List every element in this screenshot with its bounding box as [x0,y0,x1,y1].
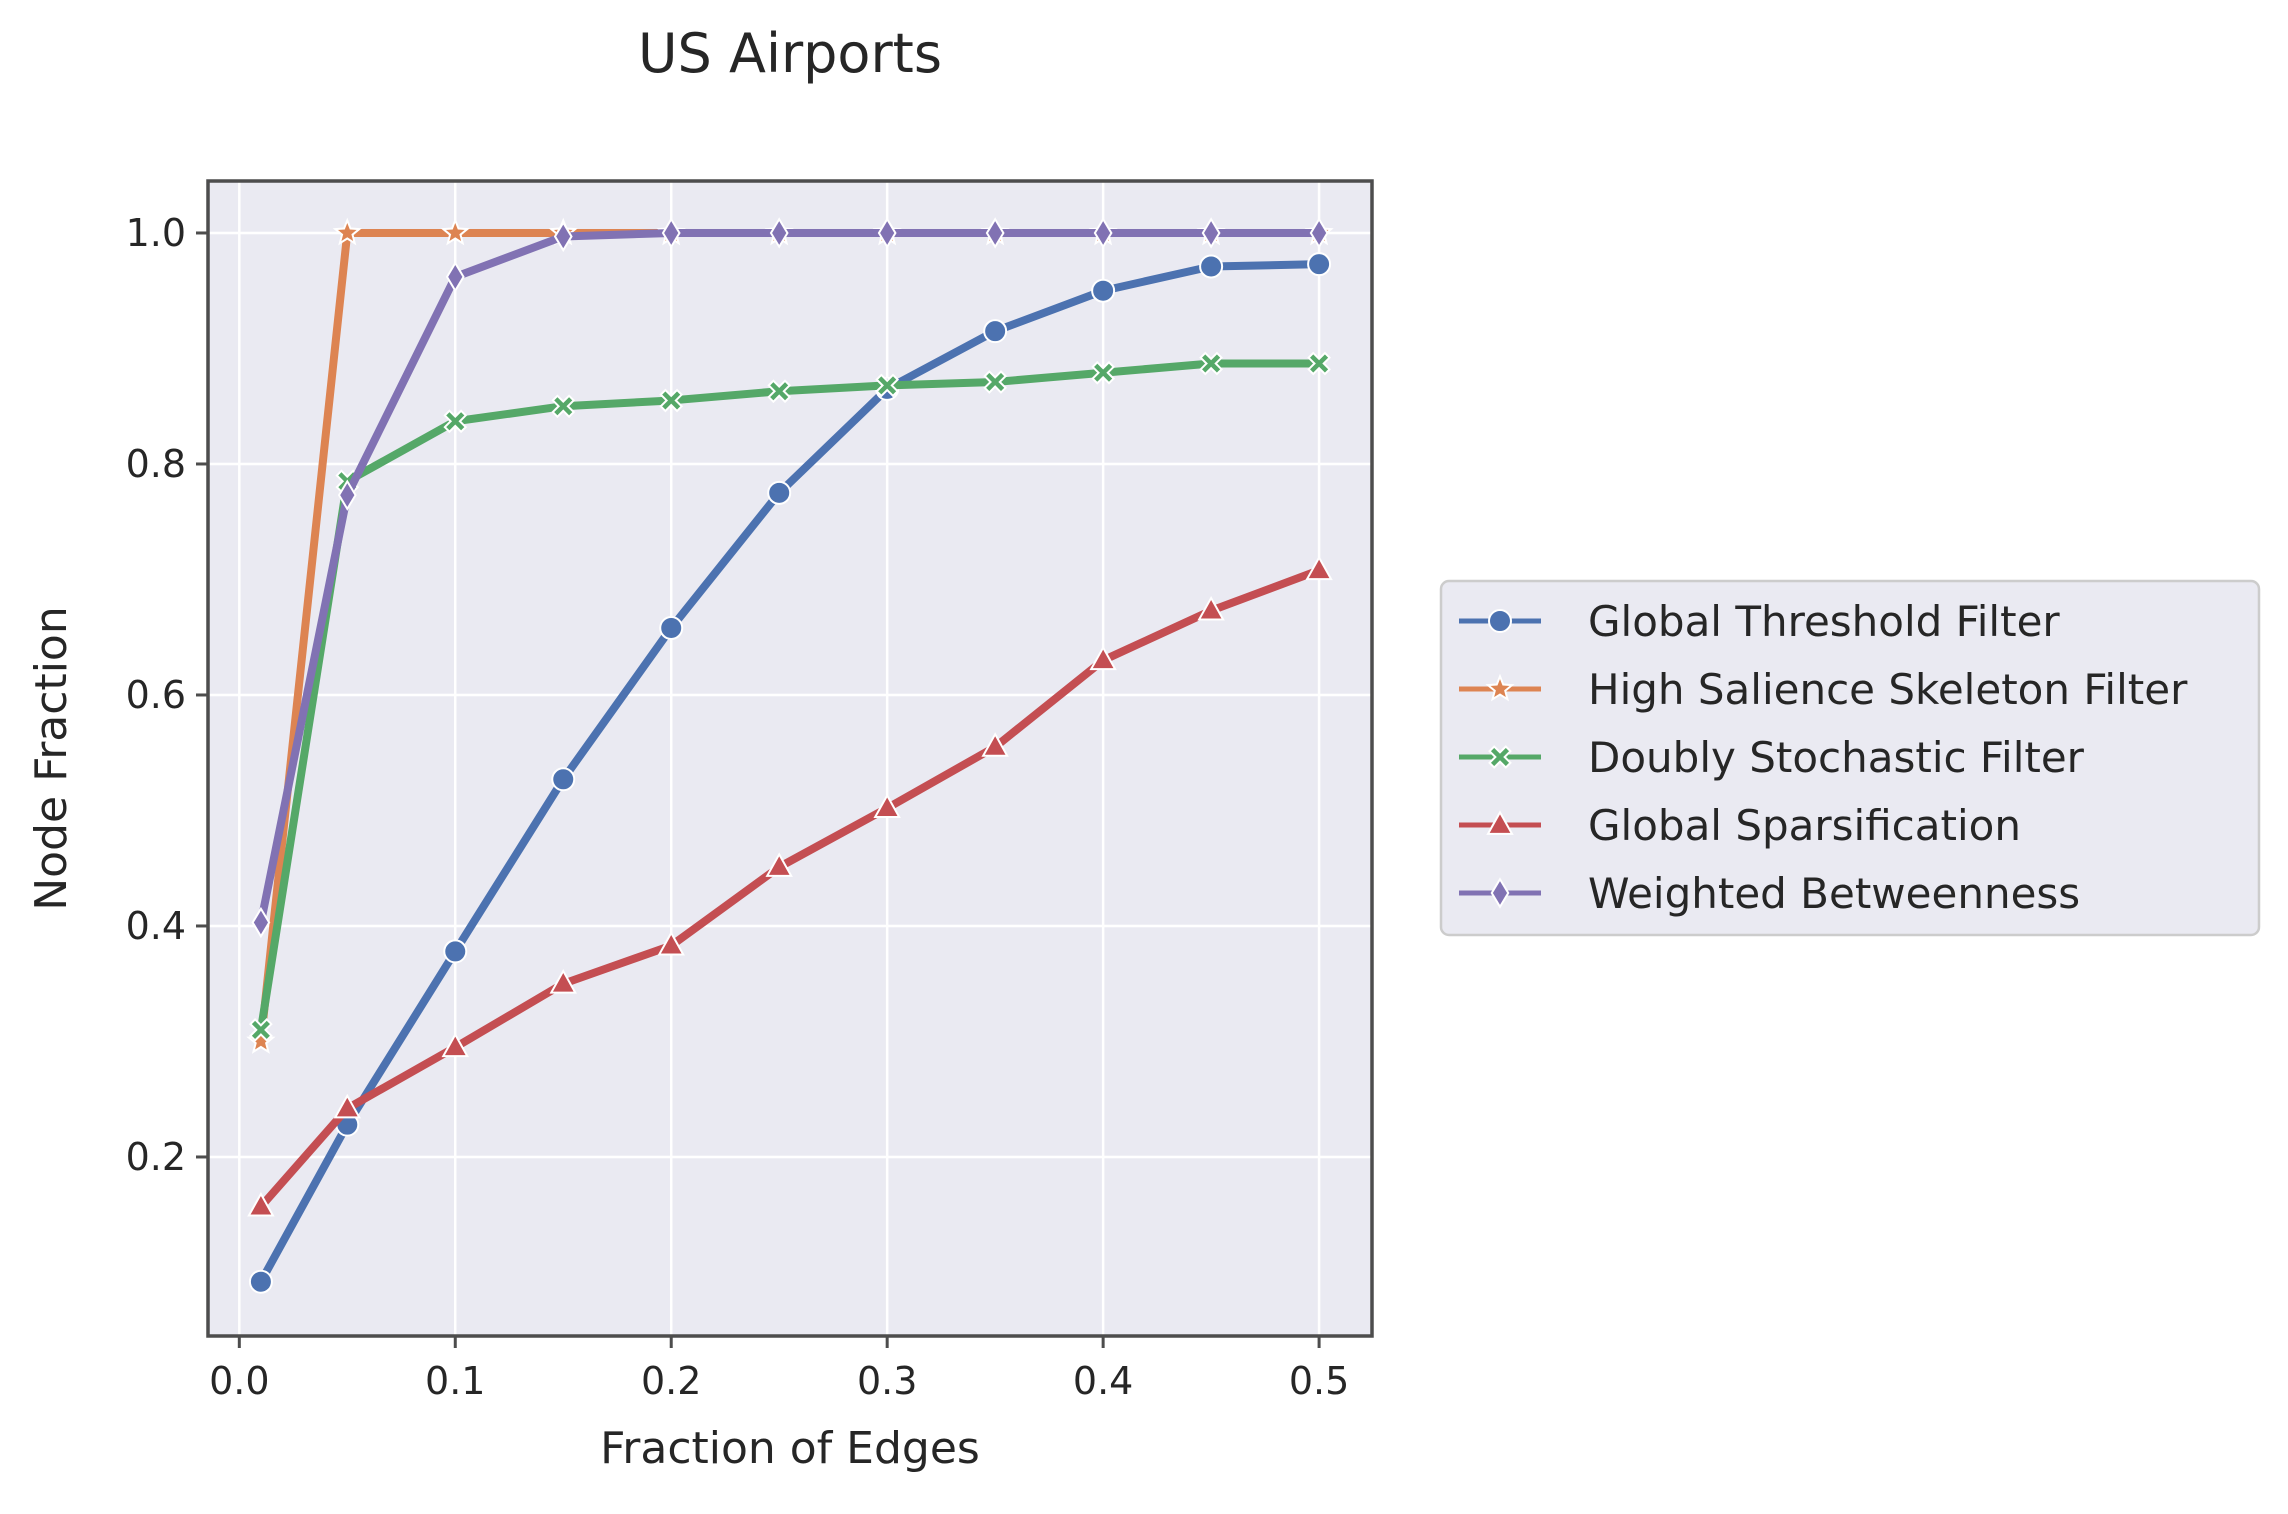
legend-marker [1486,810,1514,835]
x-tick-label: 0.2 [641,1359,701,1403]
data-point [661,217,681,249]
data-point [248,1269,273,1294]
x-tick-label: 0.3 [857,1359,917,1403]
data-point [985,217,1005,249]
data-point [551,767,576,792]
legend: Global Threshold Filter High Salience Ske… [1439,579,2261,937]
data-point [443,939,468,964]
legend-item: Global Threshold Filter [1459,597,2060,646]
data-point [873,793,901,819]
data-point [875,373,900,398]
legend-item: Weighted Betweenness [1459,869,2080,918]
data-point [247,1191,275,1217]
legend-label: Weighted Betweenness [1588,869,2080,918]
data-point [1089,645,1117,671]
legend-marker [1488,609,1512,633]
data-point [767,379,792,404]
data-point [767,480,792,505]
series-layer [246,217,1334,1294]
y-tick-label: 0.8 [126,442,186,486]
legend-label: Global Sparsification [1588,801,2021,850]
legend-item: High Salience Skeleton Filter [1459,665,2188,714]
data-point [551,394,576,419]
series-global-threshold-filter [248,252,1332,1294]
data-point [1091,278,1116,303]
data-point [1307,351,1331,376]
legend-label: Global Threshold Filter [1588,597,2060,646]
data-point [333,1093,362,1119]
y-tick-label: 0.2 [126,1135,186,1179]
legend-marker [1490,877,1510,909]
data-point [1307,252,1332,277]
data-point [1305,555,1333,581]
data-point [657,930,685,956]
data-point [337,479,357,511]
data-point [251,906,271,939]
chart-title: US Airports [638,22,942,85]
data-point [1091,360,1116,385]
data-point [981,732,1009,757]
data-point [765,852,793,877]
y-axis-label: Node Fraction [26,606,77,910]
data-point [249,1018,273,1042]
legend-label: High Salience Skeleton Filter [1588,665,2188,714]
series-doubly-stochastic-filter [249,351,1331,1042]
data-point [983,370,1008,394]
legend-marker [1485,673,1515,702]
data-point [659,388,684,413]
legend-item: Global Sparsification [1459,801,2021,850]
legend-box [1439,579,2261,937]
legend-label: Doubly Stochastic Filter [1588,733,2085,782]
data-point [1309,217,1329,249]
data-point [553,220,573,253]
y-tick-label: 1.0 [126,211,186,255]
x-tick-label: 0.0 [209,1359,269,1403]
x-tick-label: 0.4 [1073,1359,1133,1403]
y-tick-label: 0.4 [126,904,186,948]
data-point [877,217,897,249]
data-point [1199,254,1224,279]
series-global-sparsification [247,555,1333,1217]
series-weighted-betweenness [251,217,1329,939]
data-point [769,217,789,249]
data-point [445,261,465,293]
legend-item: Doubly Stochastic Filter [1459,733,2085,782]
plot-frame [206,179,1374,1338]
data-point [1197,595,1225,621]
data-point [441,1032,469,1058]
data-point [1093,217,1113,249]
data-point [1199,351,1223,376]
data-point [332,217,362,246]
data-point [983,319,1008,344]
plot-area [208,181,1372,1336]
x-tick-label: 0.5 [1289,1359,1349,1403]
data-point [659,615,684,640]
axis-ticks: 0.0 0.1 0.2 0.3 0.4 0.5 0.2 0.4 0.6 0.8 1.0 [126,211,1350,1403]
x-tick-label: 0.1 [425,1359,485,1403]
data-point [443,409,468,434]
y-tick-label: 0.6 [126,673,186,717]
data-point [1201,217,1221,249]
x-axis-label: Fraction of Edges [600,1423,980,1474]
data-point [440,217,470,246]
data-point [549,969,577,994]
legend-marker [1488,745,1512,769]
